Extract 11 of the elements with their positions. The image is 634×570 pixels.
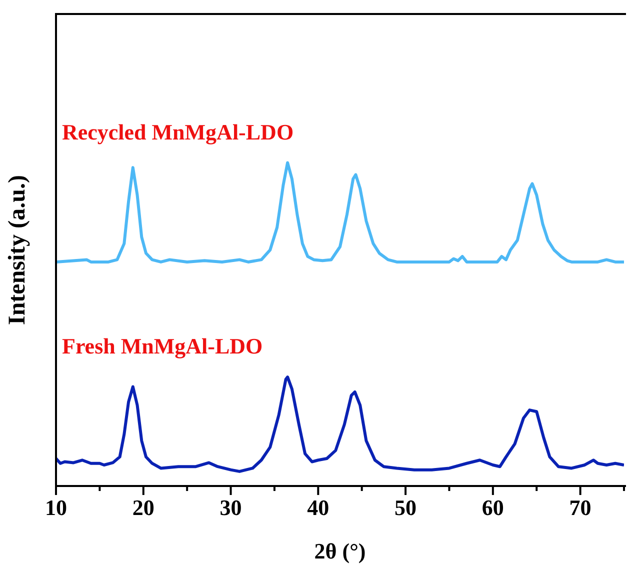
series-label: Recycled MnMgAl-LDO xyxy=(62,119,294,144)
x-tick-label: 60 xyxy=(482,494,504,520)
x-tick-label: 70 xyxy=(569,494,592,520)
y-axis-title: Intensity (a.u.) xyxy=(4,174,31,326)
x-tick-label: 10 xyxy=(45,494,67,520)
x-axis-title: 2θ (°) xyxy=(314,538,366,564)
series-label: Fresh MnMgAl-LDO xyxy=(62,334,263,359)
x-tick-label: 20 xyxy=(132,494,154,520)
x-tick-label: 30 xyxy=(220,494,242,520)
x-tick-label: 50 xyxy=(394,494,417,520)
x-tick-label: 40 xyxy=(307,494,330,520)
